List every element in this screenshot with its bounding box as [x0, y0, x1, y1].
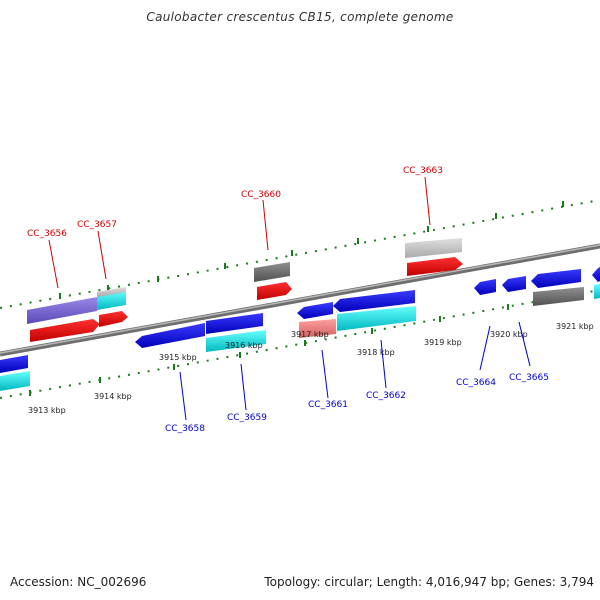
gene-label-cc3659[interactable]: CC_3659: [227, 413, 267, 423]
gene-feature: [0, 371, 30, 391]
gene-feature: [474, 279, 496, 295]
genome-backbone: [0, 243, 600, 357]
gene-feature: [99, 311, 128, 327]
genome-summary-text: Topology: circular; Length: 4,016,947 bp…: [264, 575, 594, 589]
gene-label-cc3658[interactable]: CC_3658: [165, 424, 205, 434]
accession-text: Accession: NC_002696: [10, 575, 147, 589]
gene-label-cc3665[interactable]: CC_3665: [509, 373, 549, 383]
ruler-label-3921: 3921 kbp: [556, 322, 594, 331]
gene-feature: [299, 319, 336, 338]
gene-label-cc3662[interactable]: CC_3662: [366, 391, 406, 401]
forward-features: [27, 238, 463, 342]
gene-feature: [502, 276, 526, 292]
gene-feature: [30, 319, 100, 342]
gene-feature: [257, 282, 292, 300]
lower-ruler-ticks: [29, 292, 576, 396]
reverse-leader-lines: [179, 321, 531, 421]
ruler-label-3915: 3915 kbp: [159, 353, 197, 362]
gene-label-cc3656[interactable]: CC_3656: [27, 229, 67, 239]
gene-feature: [407, 257, 463, 276]
ruler-label-3914: 3914 kbp: [94, 392, 132, 401]
ruler-label-3920: 3920 kbp: [490, 330, 528, 339]
ruler-label-3918: 3918 kbp: [357, 348, 395, 357]
ruler-label-3919: 3919 kbp: [424, 338, 462, 347]
gene-feature: [333, 290, 415, 312]
gene-label-cc3664[interactable]: CC_3664: [456, 378, 496, 388]
gene-feature: [337, 306, 416, 331]
forward-leader-lines: [48, 176, 431, 289]
gene-label-cc3657[interactable]: CC_3657: [77, 220, 117, 230]
gene-feature: [405, 238, 462, 258]
map-title: Caulobacter crescentus CB15, complete ge…: [146, 10, 454, 24]
ruler-label-3913: 3913 kbp: [28, 406, 66, 415]
gene-feature: [297, 302, 333, 319]
reverse-features: [0, 267, 600, 391]
gene-feature: [254, 262, 290, 282]
gene-label-cc3660[interactable]: CC_3660: [241, 190, 281, 200]
gene-feature: [0, 355, 28, 373]
gene-feature: [206, 330, 266, 352]
ruler-label-3917: 3917 kbp: [291, 330, 329, 339]
gene-feature: [27, 297, 97, 324]
gene-feature: [531, 269, 581, 288]
gene-feature: [206, 313, 263, 334]
ruler-label-3916: 3916 kbp: [225, 341, 263, 350]
gene-feature: [533, 287, 584, 306]
gene-feature: [594, 284, 600, 299]
gene-feature: [592, 267, 600, 282]
gene-feature: [97, 287, 126, 297]
gene-feature: [135, 323, 205, 348]
gene-label-cc3661[interactable]: CC_3661: [308, 400, 348, 410]
upper-ruler-dots: [0, 199, 600, 309]
gene-label-cc3663[interactable]: CC_3663: [403, 166, 443, 176]
upper-ruler-ticks: [59, 201, 564, 299]
